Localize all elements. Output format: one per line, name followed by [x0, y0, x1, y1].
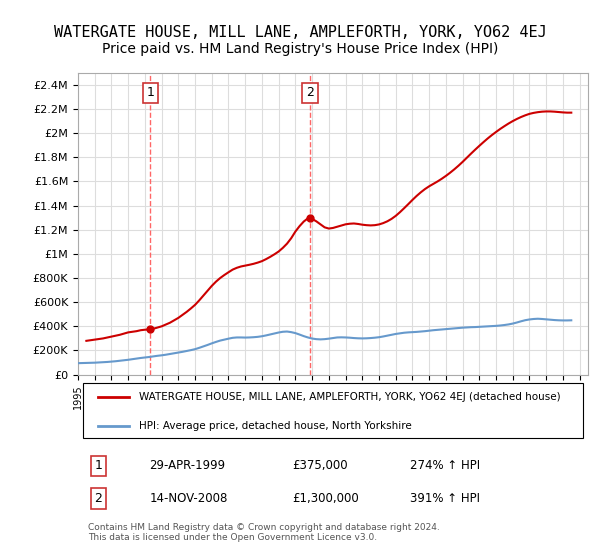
Text: 1: 1 — [94, 459, 103, 473]
Text: HPI: Average price, detached house, North Yorkshire: HPI: Average price, detached house, Nort… — [139, 421, 412, 431]
Text: Price paid vs. HM Land Registry's House Price Index (HPI): Price paid vs. HM Land Registry's House … — [102, 42, 498, 56]
Text: 1: 1 — [146, 86, 154, 99]
Text: 2: 2 — [94, 492, 103, 505]
FancyBboxPatch shape — [83, 384, 583, 438]
Text: 29-APR-1999: 29-APR-1999 — [149, 459, 226, 473]
Text: £375,000: £375,000 — [292, 459, 348, 473]
Text: WATERGATE HOUSE, MILL LANE, AMPLEFORTH, YORK, YO62 4EJ (detached house): WATERGATE HOUSE, MILL LANE, AMPLEFORTH, … — [139, 392, 561, 402]
Text: 274% ↑ HPI: 274% ↑ HPI — [409, 459, 479, 473]
Text: 14-NOV-2008: 14-NOV-2008 — [149, 492, 228, 505]
Text: WATERGATE HOUSE, MILL LANE, AMPLEFORTH, YORK, YO62 4EJ: WATERGATE HOUSE, MILL LANE, AMPLEFORTH, … — [53, 25, 547, 40]
Text: Contains HM Land Registry data © Crown copyright and database right 2024.
This d: Contains HM Land Registry data © Crown c… — [88, 523, 440, 543]
Text: 2: 2 — [306, 86, 314, 99]
Text: £1,300,000: £1,300,000 — [292, 492, 359, 505]
Text: 391% ↑ HPI: 391% ↑ HPI — [409, 492, 479, 505]
